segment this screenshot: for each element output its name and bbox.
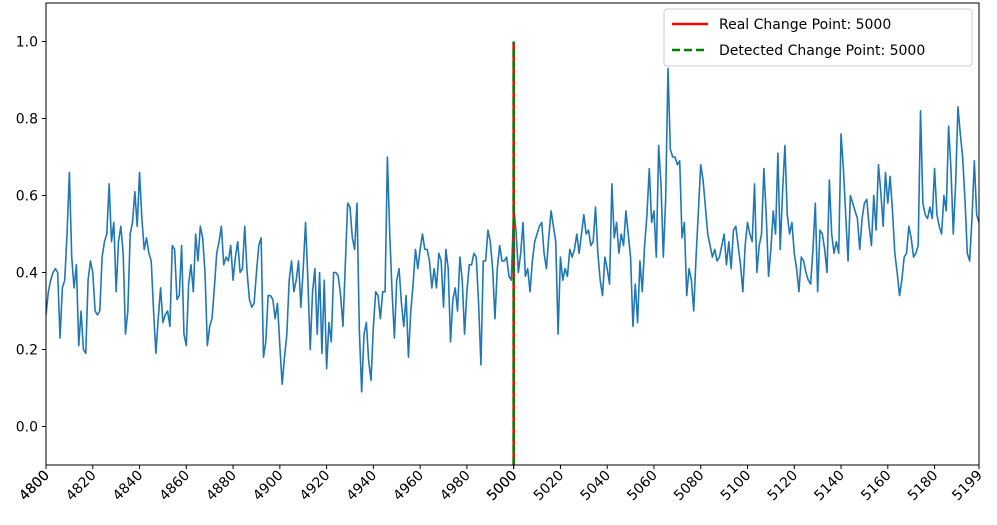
y-axis: 0.0 0.2 0.4 0.6 0.8 1.0 <box>16 35 46 436</box>
y-tick-label: 0.2 <box>16 343 38 359</box>
x-tick-label: 5040 <box>578 468 615 505</box>
x-tick-label: 4960 <box>390 468 427 505</box>
x-tick-label: 4940 <box>344 468 381 505</box>
x-tick-label: 5160 <box>858 468 895 505</box>
y-tick-label: 0.8 <box>16 112 38 128</box>
x-tick-label: 5020 <box>531 468 568 505</box>
plot-area <box>46 41 979 465</box>
legend-box <box>663 8 973 67</box>
x-tick-label: 4900 <box>250 468 287 505</box>
x-tick-label: 5140 <box>811 468 848 505</box>
y-tick-label: 0.0 <box>16 420 38 436</box>
y-tick-label: 0.6 <box>16 189 38 205</box>
x-tick-label: 4840 <box>110 468 147 505</box>
x-tick-label: 5120 <box>765 468 802 505</box>
x-tick-label: 4860 <box>157 468 194 505</box>
axes-frame <box>45 2 980 466</box>
x-tick-label: 5000 <box>484 468 521 505</box>
x-tick-label: 5060 <box>624 468 661 505</box>
x-axis: 4800 4820 4840 4860 4880 4900 4920 4940 4960 4980… <box>16 465 986 504</box>
x-tick-label: 4920 <box>297 468 334 505</box>
x-tick-label: 4820 <box>63 468 100 505</box>
x-tick-label: 4980 <box>437 468 474 505</box>
x-tick-label: 4880 <box>203 468 240 505</box>
x-tick-label: 5100 <box>718 468 755 505</box>
x-tick-label: 5180 <box>905 468 942 505</box>
legend-detected-label: Detected Change Point: 5000 <box>719 43 925 59</box>
x-tick-label: 5199 <box>949 468 986 505</box>
legend-real-label: Real Change Point: 5000 <box>719 17 891 33</box>
y-tick-label: 1.0 <box>16 35 38 51</box>
y-tick-label: 0.4 <box>16 266 38 282</box>
legend: Real Change Point: 5000 Detected Change … <box>663 8 973 67</box>
x-tick-label: 5080 <box>671 468 708 505</box>
x-tick-label: 4800 <box>16 468 53 505</box>
series-line <box>46 67 979 393</box>
